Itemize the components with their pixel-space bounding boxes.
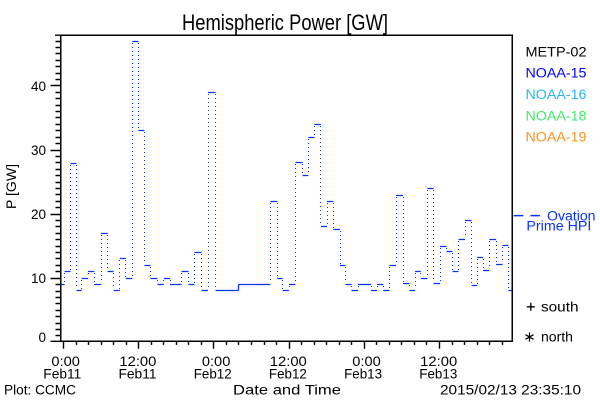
svg-text:0:00: 0:00 <box>352 354 381 369</box>
svg-text:Feb11: Feb11 <box>119 367 157 382</box>
svg-text:north: north <box>541 329 573 344</box>
svg-text:NOAA-19: NOAA-19 <box>526 130 587 145</box>
svg-text:30: 30 <box>31 143 46 158</box>
svg-text:0: 0 <box>38 330 46 345</box>
svg-text:south: south <box>541 300 579 315</box>
svg-text:Date and Time: Date and Time <box>233 383 341 398</box>
svg-text:0:00: 0:00 <box>51 354 80 369</box>
svg-text:P [GW]: P [GW] <box>4 164 19 209</box>
svg-text:Feb13: Feb13 <box>344 367 382 382</box>
svg-text:Feb12: Feb12 <box>194 367 232 382</box>
svg-text:20: 20 <box>31 207 46 222</box>
svg-text:0:00: 0:00 <box>202 354 231 369</box>
svg-text:12:00: 12:00 <box>119 354 156 369</box>
svg-text:Feb13: Feb13 <box>419 367 457 382</box>
svg-text:Ovation: Ovation <box>547 208 596 223</box>
svg-text:12:00: 12:00 <box>270 354 307 369</box>
svg-text:Feb12: Feb12 <box>269 367 307 382</box>
svg-text:12:00: 12:00 <box>420 354 457 369</box>
svg-text:Prime HPI: Prime HPI <box>526 219 591 234</box>
svg-text:Feb11: Feb11 <box>43 367 81 382</box>
svg-text:Plot: CCMC: Plot: CCMC <box>4 383 76 398</box>
svg-text:NOAA-15: NOAA-15 <box>526 66 587 81</box>
svg-text:2015/02/13 23:35:10: 2015/02/13 23:35:10 <box>440 383 581 398</box>
svg-text:NOAA-16: NOAA-16 <box>526 87 587 102</box>
svg-text:40: 40 <box>31 79 46 94</box>
svg-text:METP-02: METP-02 <box>526 44 587 59</box>
svg-text:10: 10 <box>31 271 46 286</box>
svg-text:Hemispheric Power [GW]: Hemispheric Power [GW] <box>182 10 388 35</box>
svg-text:NOAA-18: NOAA-18 <box>526 108 587 123</box>
